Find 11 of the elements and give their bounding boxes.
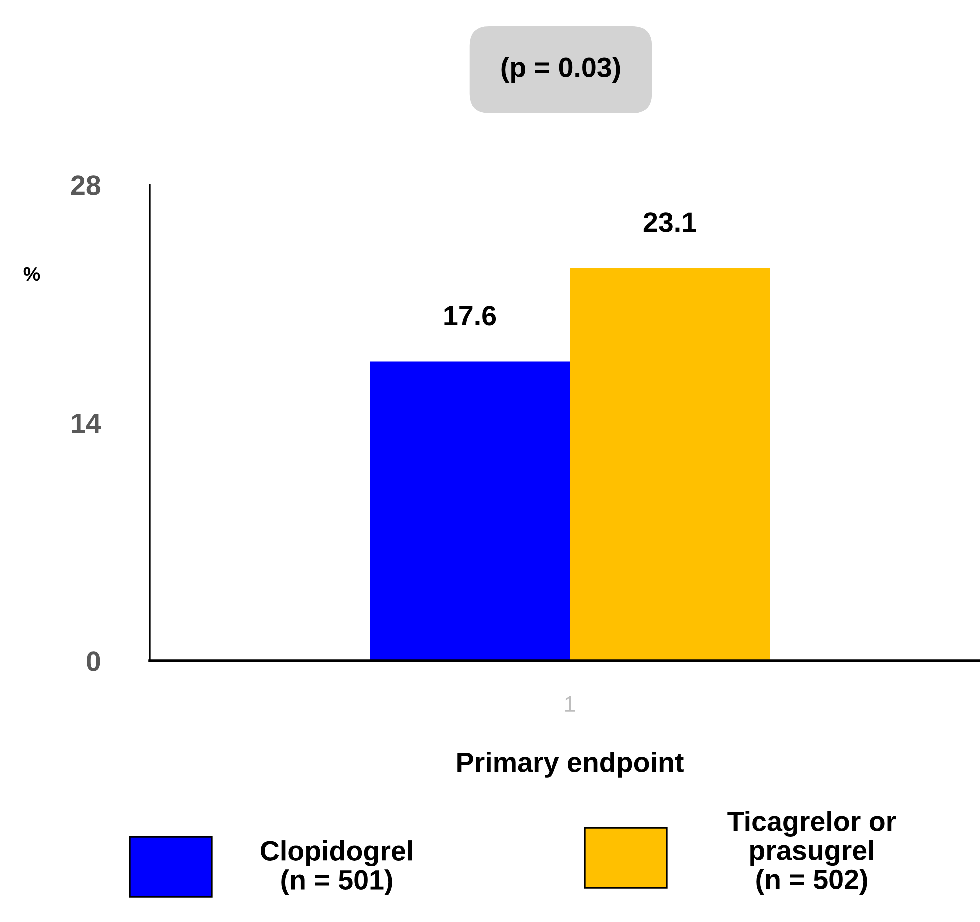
legend-label: Clopidogrel (n = 501) [260, 840, 412, 896]
y-tick-label: 14 [72, 414, 102, 434]
x-tick-label: 1 [566, 696, 576, 712]
y-axis-title: % [24, 267, 40, 282]
y-tick-label: 28 [71, 176, 101, 196]
data-label: 17.6 [444, 306, 496, 326]
data-label: 23.1 [644, 212, 696, 232]
chart-title: (p = 0.03) [502, 57, 620, 83]
y-tick-label: 0 [87, 652, 100, 672]
legend-label: Ticagrelor or prasugrel (n = 502) [728, 811, 896, 895]
x-axis-title: Primary endpoint [458, 752, 684, 778]
